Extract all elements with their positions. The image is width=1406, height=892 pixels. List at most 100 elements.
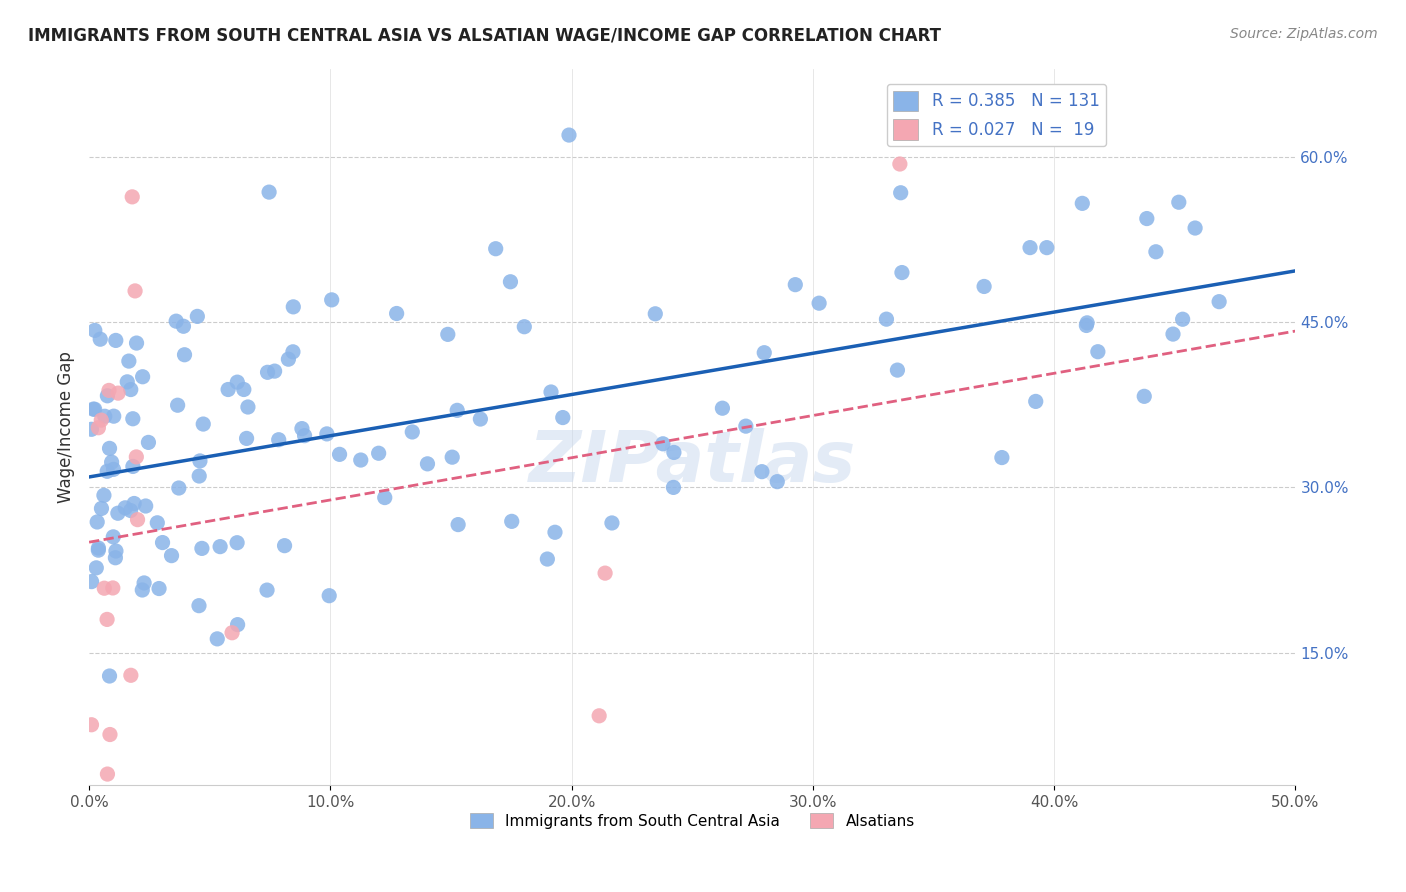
Point — [114, 500, 136, 515]
Point — [536, 552, 558, 566]
Point — [367, 446, 389, 460]
Point — [86, 515, 108, 529]
Point — [96, 767, 118, 781]
Point — [80, 574, 103, 589]
Point — [890, 186, 912, 200]
Point — [107, 506, 129, 520]
Point — [80, 717, 103, 731]
Point — [188, 599, 211, 613]
Point — [256, 583, 278, 598]
Point — [470, 412, 492, 426]
Point — [540, 384, 562, 399]
Point — [1161, 327, 1184, 342]
Point — [90, 501, 112, 516]
Point — [711, 401, 734, 416]
Point — [751, 465, 773, 479]
Point — [501, 514, 523, 528]
Point — [89, 332, 111, 346]
Point — [122, 496, 145, 510]
Point — [98, 669, 121, 683]
Point — [1171, 312, 1194, 326]
Point — [104, 334, 127, 348]
Point — [267, 433, 290, 447]
Point — [90, 413, 112, 427]
Point — [973, 279, 995, 293]
Point — [662, 445, 685, 459]
Point — [98, 384, 121, 398]
Point — [146, 516, 169, 530]
Point — [785, 277, 807, 292]
Point — [485, 242, 508, 256]
Point — [277, 352, 299, 367]
Point — [103, 409, 125, 424]
Point — [94, 409, 117, 424]
Point — [350, 453, 373, 467]
Point — [294, 428, 316, 442]
Point — [100, 455, 122, 469]
Text: Source: ZipAtlas.com: Source: ZipAtlas.com — [1230, 27, 1378, 41]
Point — [1071, 196, 1094, 211]
Point — [209, 540, 232, 554]
Point — [441, 450, 464, 465]
Point — [283, 300, 305, 314]
Point — [734, 419, 756, 434]
Point — [991, 450, 1014, 465]
Point — [256, 365, 278, 379]
Point — [167, 481, 190, 495]
Point — [257, 185, 280, 199]
Point — [131, 369, 153, 384]
Point — [1076, 318, 1098, 333]
Point — [875, 312, 897, 326]
Point — [651, 437, 673, 451]
Point — [321, 293, 343, 307]
Point — [103, 462, 125, 476]
Point — [83, 402, 105, 417]
Point — [437, 327, 460, 342]
Point — [226, 535, 249, 549]
Point — [446, 403, 468, 417]
Point — [447, 517, 470, 532]
Point — [1076, 316, 1098, 330]
Point — [131, 582, 153, 597]
Point — [118, 354, 141, 368]
Point — [160, 549, 183, 563]
Point — [766, 475, 789, 489]
Point — [236, 400, 259, 414]
Point — [401, 425, 423, 439]
Point — [1025, 394, 1047, 409]
Point — [121, 411, 143, 425]
Y-axis label: Wage/Income Gap: Wage/Income Gap — [58, 351, 75, 503]
Point — [104, 544, 127, 558]
Point — [188, 454, 211, 468]
Point — [98, 727, 121, 741]
Point — [226, 375, 249, 389]
Point — [132, 576, 155, 591]
Point — [273, 539, 295, 553]
Point — [808, 296, 831, 310]
Point — [600, 516, 623, 530]
Point — [662, 480, 685, 494]
Point — [1167, 195, 1189, 210]
Point — [1087, 344, 1109, 359]
Point — [107, 386, 129, 401]
Point — [385, 306, 408, 320]
Point — [318, 589, 340, 603]
Point — [84, 561, 107, 575]
Point — [103, 530, 125, 544]
Point — [315, 426, 337, 441]
Point — [172, 319, 194, 334]
Point — [96, 612, 118, 626]
Point — [121, 190, 143, 204]
Point — [499, 275, 522, 289]
Point — [87, 421, 110, 435]
Point — [127, 513, 149, 527]
Point — [82, 402, 104, 417]
Point — [281, 344, 304, 359]
Text: IMMIGRANTS FROM SOUTH CENTRAL ASIA VS ALSATIAN WAGE/INCOME GAP CORRELATION CHART: IMMIGRANTS FROM SOUTH CENTRAL ASIA VS AL… — [28, 27, 941, 45]
Point — [263, 364, 285, 378]
Point — [593, 566, 616, 581]
Point — [138, 435, 160, 450]
Point — [93, 488, 115, 502]
Point — [125, 336, 148, 351]
Point — [120, 668, 142, 682]
